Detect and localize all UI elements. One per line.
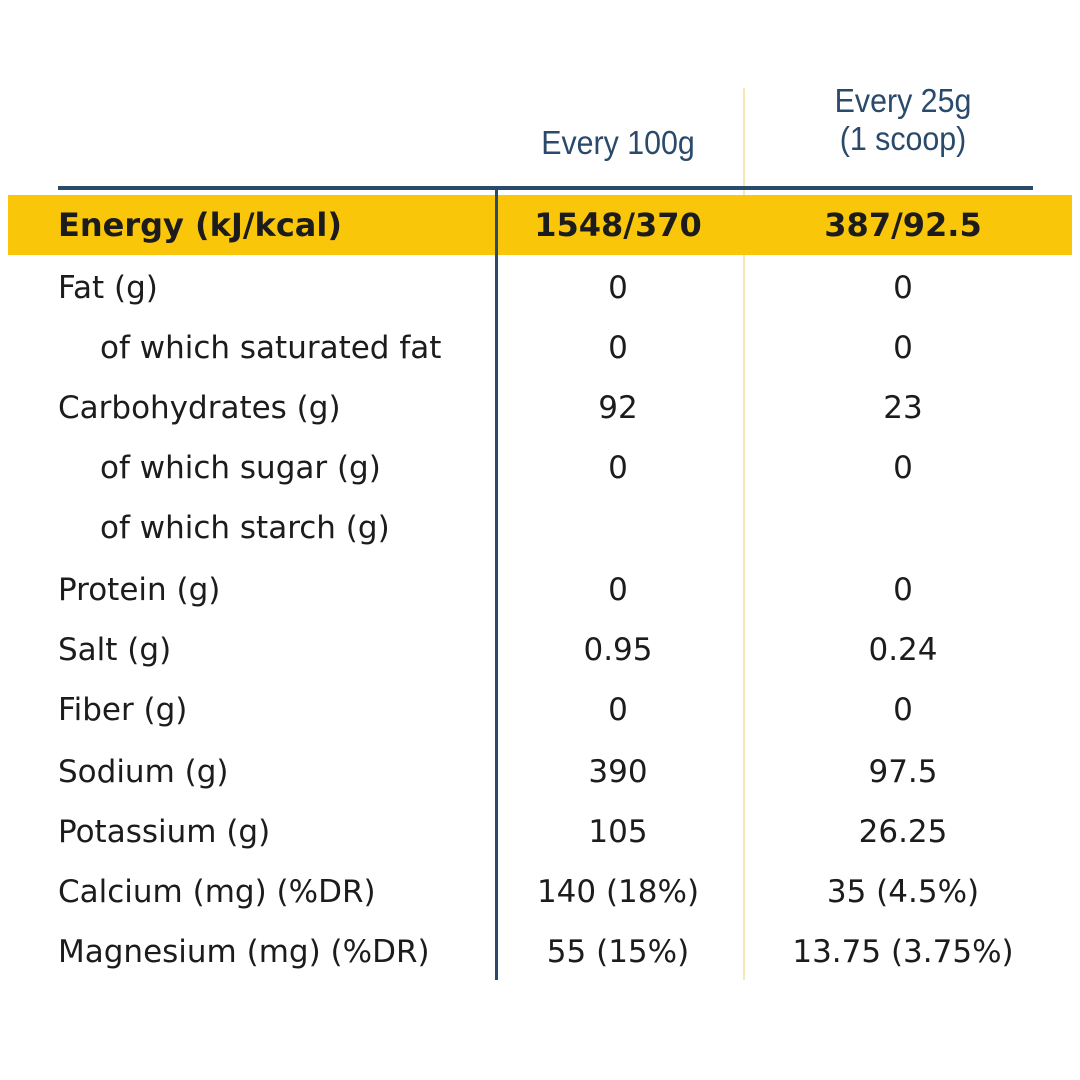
- value-per-scoop: 0.24: [868, 632, 938, 668]
- table-row: Energy (kJ/kcal) 1548/370 387/92.5: [0, 195, 1080, 255]
- column-divider: [495, 188, 498, 980]
- table-row: of which starch (g): [0, 498, 1080, 558]
- value-per-scoop: 0: [893, 270, 913, 306]
- table-row: Salt (g) 0.95 0.24: [0, 620, 1080, 680]
- row-label: of which sugar (g): [100, 450, 381, 486]
- header-every-25g-line2: (1 scoop): [839, 120, 967, 157]
- table-row: Protein (g) 0 0: [0, 560, 1080, 620]
- value-per-scoop: 387/92.5: [824, 206, 982, 244]
- value-per-scoop: 0: [893, 450, 913, 486]
- header-every-25g: Every 25g (1 scoop): [799, 82, 1007, 158]
- value-per-100g: 390: [588, 754, 648, 790]
- value-per-100g: 0: [608, 270, 628, 306]
- header-rule: [58, 186, 1033, 190]
- row-label: Magnesium (mg) (%DR): [58, 934, 430, 970]
- table-row: Calcium (mg) (%DR) 140 (18%) 35 (4.5%): [0, 862, 1080, 922]
- row-label: Sodium (g): [58, 754, 229, 790]
- column-divider-light: [743, 88, 745, 980]
- value-per-scoop: 0: [893, 330, 913, 366]
- table-row: of which saturated fat 0 0: [0, 318, 1080, 378]
- value-per-scoop: 97.5: [868, 754, 938, 790]
- row-label: Fat (g): [58, 270, 158, 306]
- row-label: Carbohydrates (g): [58, 390, 341, 426]
- row-label: Fiber (g): [58, 692, 188, 728]
- value-per-scoop: 0: [893, 572, 913, 608]
- header-every-100g: Every 100g: [541, 124, 695, 161]
- value-per-100g: 1548/370: [534, 206, 702, 244]
- header-every-25g-line1: Every 25g: [834, 82, 972, 119]
- row-label: Calcium (mg) (%DR): [58, 874, 376, 910]
- row-label: of which starch (g): [100, 510, 390, 546]
- value-per-100g: 105: [588, 814, 648, 850]
- table-row: Fat (g) 0 0: [0, 258, 1080, 318]
- table-row: Potassium (g) 105 26.25: [0, 802, 1080, 862]
- table-row: Sodium (g) 390 97.5: [0, 742, 1080, 802]
- value-per-100g: 0: [608, 692, 628, 728]
- value-per-100g: 0: [608, 572, 628, 608]
- value-per-100g: 55 (15%): [546, 934, 690, 970]
- value-per-100g: 140 (18%): [536, 874, 700, 910]
- value-per-scoop: 35 (4.5%): [826, 874, 980, 910]
- value-per-scoop: 26.25: [858, 814, 948, 850]
- table-row: Fiber (g) 0 0: [0, 680, 1080, 740]
- row-label: Protein (g): [58, 572, 221, 608]
- table-row: of which sugar (g) 0 0: [0, 438, 1080, 498]
- value-per-100g: 0: [608, 450, 628, 486]
- energy-highlight-band: [8, 195, 1072, 255]
- row-label: of which saturated fat: [100, 330, 442, 366]
- value-per-scoop: 0: [893, 692, 913, 728]
- value-per-100g: 0: [608, 330, 628, 366]
- table-row: Magnesium (mg) (%DR) 55 (15%) 13.75 (3.75%…: [0, 922, 1080, 982]
- value-per-scoop: 13.75 (3.75%): [792, 934, 1014, 970]
- value-per-100g: 0.95: [583, 632, 653, 668]
- row-label: Salt (g): [58, 632, 172, 668]
- value-per-100g: 92: [598, 390, 638, 426]
- value-per-scoop: 23: [883, 390, 923, 426]
- row-label: Potassium (g): [58, 814, 271, 850]
- row-label: Energy (kJ/kcal): [58, 206, 342, 244]
- table-row: Carbohydrates (g) 92 23: [0, 378, 1080, 438]
